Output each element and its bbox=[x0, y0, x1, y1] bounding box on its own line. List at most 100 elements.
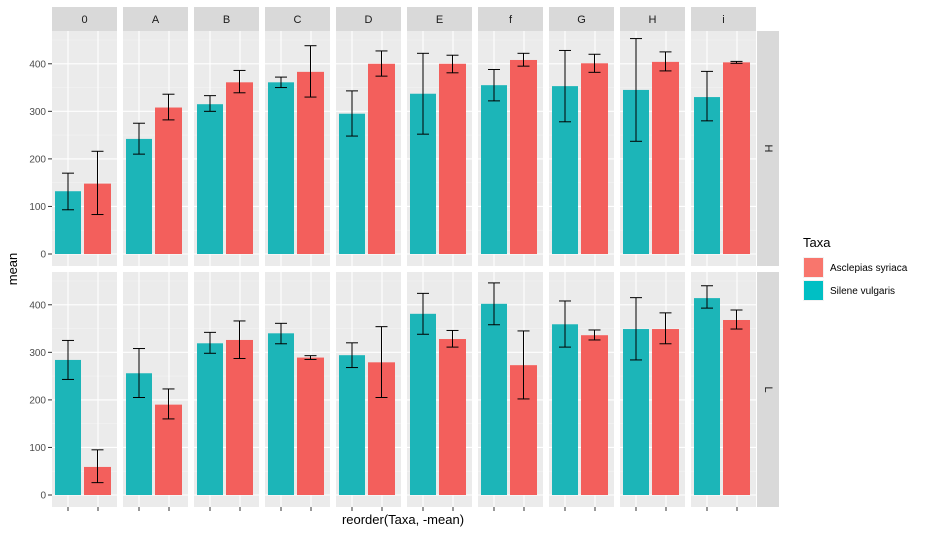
panel-H-G bbox=[549, 31, 614, 266]
column-strip-background bbox=[478, 7, 543, 31]
row-strip-H: H bbox=[757, 31, 779, 266]
panel-L-0 bbox=[52, 272, 117, 507]
x-ticks-layer bbox=[67, 507, 738, 511]
bar-asclepias-syriaca bbox=[226, 82, 253, 254]
bar-silene-vulgaris bbox=[268, 333, 294, 495]
column-strip-background bbox=[52, 7, 117, 31]
bar-asclepias-syriaca bbox=[652, 329, 679, 495]
row-strip-label: L bbox=[762, 386, 774, 392]
bar-silene-vulgaris bbox=[410, 313, 436, 495]
column-strip-background bbox=[407, 7, 472, 31]
bar-silene-vulgaris bbox=[339, 113, 365, 254]
panel-L-E bbox=[407, 272, 472, 507]
panel-L-D bbox=[336, 272, 401, 507]
column-strip-i: i bbox=[691, 7, 756, 31]
bar-asclepias-syriaca bbox=[723, 62, 750, 255]
panel-H-E bbox=[407, 31, 472, 266]
row-strip-L: L bbox=[757, 272, 779, 507]
panels-layer bbox=[52, 31, 756, 507]
bar-silene-vulgaris bbox=[552, 324, 578, 495]
bar-silene-vulgaris bbox=[481, 303, 507, 495]
bar-asclepias-syriaca bbox=[297, 71, 324, 255]
column-strip-f: f bbox=[478, 7, 543, 31]
legend: Taxa Asclepias syriaca Silene vulgaris bbox=[803, 235, 908, 301]
column-strip-background bbox=[265, 7, 330, 31]
column-strip-background bbox=[620, 7, 685, 31]
legend-key-swatch bbox=[804, 258, 823, 277]
column-strip-background bbox=[194, 7, 259, 31]
column-strip-background bbox=[691, 7, 756, 31]
bar-silene-vulgaris bbox=[481, 85, 507, 254]
column-strip-E: E bbox=[407, 7, 472, 31]
column-strip-0: 0 bbox=[52, 7, 117, 31]
column-strip-A: A bbox=[123, 7, 188, 31]
column-strip-background bbox=[336, 7, 401, 31]
bar-asclepias-syriaca bbox=[439, 63, 466, 255]
y-tick-label: 0 bbox=[40, 250, 46, 261]
bar-asclepias-syriaca bbox=[723, 319, 750, 495]
bar-asclepias-syriaca bbox=[510, 59, 537, 255]
bar-asclepias-syriaca bbox=[226, 339, 253, 495]
panel-L-C bbox=[265, 272, 330, 507]
y-tick-label: 300 bbox=[29, 348, 46, 359]
y-tick-label: 300 bbox=[29, 107, 46, 118]
bar-asclepias-syriaca bbox=[581, 63, 608, 255]
y-tick-label: 400 bbox=[29, 300, 46, 311]
y-axis-title: mean bbox=[5, 253, 20, 286]
legend-entry-label: Silene vulgaris bbox=[830, 286, 895, 297]
bar-asclepias-syriaca bbox=[439, 339, 466, 495]
legend-entry-label: Asclepias syriaca bbox=[830, 263, 908, 274]
x-axis-title: reorder(Taxa, -mean) bbox=[342, 512, 464, 527]
panel-L-A bbox=[123, 272, 188, 507]
column-strip-label: C bbox=[294, 14, 302, 26]
row-strip-background bbox=[757, 272, 779, 507]
column-strip-background bbox=[123, 7, 188, 31]
column-strip-label: G bbox=[577, 14, 586, 26]
bar-silene-vulgaris bbox=[694, 97, 720, 254]
bar-asclepias-syriaca bbox=[652, 61, 679, 255]
column-strip-background bbox=[549, 7, 614, 31]
y-tick-label: 100 bbox=[29, 443, 46, 454]
bar-silene-vulgaris bbox=[126, 138, 152, 254]
y-tick-label: 100 bbox=[29, 202, 46, 213]
bar-silene-vulgaris bbox=[694, 298, 720, 495]
panel-L-G bbox=[549, 272, 614, 507]
y-tick-label: 400 bbox=[29, 59, 46, 70]
column-strip-label: A bbox=[152, 14, 160, 26]
panel-L-i bbox=[691, 272, 756, 507]
column-strip-label: D bbox=[365, 14, 373, 26]
bar-asclepias-syriaca bbox=[155, 107, 182, 254]
y-tick-label: 0 bbox=[40, 491, 46, 502]
panel-L-H bbox=[620, 272, 685, 507]
bar-asclepias-syriaca bbox=[297, 357, 324, 495]
bar-silene-vulgaris bbox=[55, 359, 81, 495]
panel-H-B bbox=[194, 31, 259, 266]
bar-silene-vulgaris bbox=[197, 343, 223, 495]
bar-asclepias-syriaca bbox=[368, 63, 395, 255]
row-strip-label: H bbox=[762, 145, 774, 153]
column-strip-H: H bbox=[620, 7, 685, 31]
column-strip-label: i bbox=[722, 14, 724, 26]
panel-H-A bbox=[123, 31, 188, 266]
panel-L-f bbox=[478, 272, 543, 507]
bar-asclepias-syriaca bbox=[581, 335, 608, 495]
column-strip-C: C bbox=[265, 7, 330, 31]
column-strip-label: f bbox=[509, 14, 513, 26]
panel-H-H bbox=[620, 31, 685, 266]
column-strip-D: D bbox=[336, 7, 401, 31]
panel-H-0 bbox=[52, 31, 117, 266]
panel-H-f bbox=[478, 31, 543, 266]
column-strip-B: B bbox=[194, 7, 259, 31]
column-strip-label: H bbox=[649, 14, 657, 26]
bar-silene-vulgaris bbox=[197, 104, 223, 254]
column-strip-label: E bbox=[436, 14, 443, 26]
column-strip-G: G bbox=[549, 7, 614, 31]
column-strip-label: 0 bbox=[81, 14, 87, 26]
bar-asclepias-syriaca bbox=[155, 404, 182, 495]
panel-H-C bbox=[265, 31, 330, 266]
panel-H-i bbox=[691, 31, 756, 266]
bar-silene-vulgaris bbox=[268, 82, 294, 254]
y-tick-label: 200 bbox=[29, 395, 46, 406]
